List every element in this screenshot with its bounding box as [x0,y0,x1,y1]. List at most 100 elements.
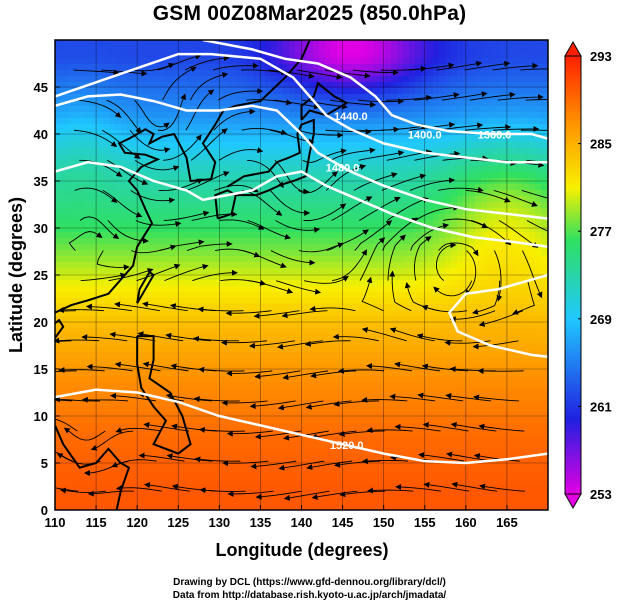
heat-cell [421,160,428,167]
heat-cell [79,100,86,107]
heat-cell [67,226,74,233]
heat-cell [289,136,296,143]
heat-cell [199,76,206,83]
heat-cell [295,166,302,173]
heat-cell [121,424,128,431]
heat-cell [61,334,68,341]
heat-cell [331,298,338,305]
heat-cell [73,304,80,311]
heat-cell [127,328,134,335]
heat-cell [331,268,338,275]
heat-cell [61,448,68,455]
heat-cell [163,262,170,269]
heat-cell [331,376,338,383]
heat-cell [61,82,68,89]
heat-cell [97,250,104,257]
heat-cell [55,184,62,191]
heat-cell [91,358,98,365]
heat-cell [307,334,314,341]
heat-cell [391,364,398,371]
heat-cell [85,508,92,510]
heat-cell [115,190,122,197]
heat-cell [313,346,320,353]
heat-cell [79,184,86,191]
heat-cell [151,478,158,485]
heat-cell [241,502,248,509]
heat-cell [385,154,392,161]
heat-cell [91,268,98,275]
heat-cell [73,232,80,239]
heat-cell [217,352,224,359]
heat-cell [259,334,266,341]
heat-cell [127,322,134,329]
heat-cell [337,328,344,335]
heat-cell [373,286,380,293]
heat-cell [61,280,68,287]
heat-cell [97,256,104,263]
heat-cell [349,184,356,191]
heat-cell [103,100,110,107]
heat-cell [217,244,224,251]
heat-cell [415,208,422,215]
heat-cell [427,328,434,335]
heat-cell [97,508,104,510]
heat-cell [199,70,206,77]
heat-cell [343,64,350,71]
heat-cell [361,412,368,419]
heat-cell [433,88,440,95]
heat-cell [193,262,200,269]
heat-cell [55,436,62,443]
heat-cell [79,430,86,437]
heat-cell [313,172,320,179]
heat-cell [427,112,434,119]
heat-cell [277,256,284,263]
heat-cell [163,322,170,329]
heat-cell [361,76,368,83]
heat-cell [403,502,410,509]
heat-cell [301,256,308,263]
heat-cell [313,400,320,407]
heat-cell [73,202,80,209]
heat-cell [109,424,116,431]
heat-cell [157,202,164,209]
heat-cell [283,58,290,65]
heat-cell [103,166,110,173]
heat-cell [379,202,386,209]
heat-cell [313,130,320,137]
heat-cell [151,184,158,191]
heat-cell [301,430,308,437]
heat-cell [103,496,110,503]
heat-cell [229,442,236,449]
heat-cell [55,478,62,485]
heat-cell [145,340,152,347]
heat-cell [313,298,320,305]
heat-cell [211,112,218,119]
heat-cell [181,154,188,161]
heat-cell [427,358,434,365]
heat-cell [181,190,188,197]
heat-cell [391,40,398,47]
heat-cell [397,196,404,203]
heat-cell [181,436,188,443]
heat-cell [121,250,128,257]
heat-cell [193,70,200,77]
heat-cell [199,112,206,119]
heat-cell [409,454,416,461]
heat-cell [403,328,410,335]
heat-cell [121,40,128,47]
heat-cell [265,364,272,371]
heat-cell [55,94,62,101]
heat-cell [427,58,434,65]
heat-cell [259,256,266,263]
heat-cell [133,262,140,269]
heat-cell [145,244,152,251]
heat-cell [373,382,380,389]
heat-cell [199,292,206,299]
heat-cell [361,100,368,107]
heat-cell [355,430,362,437]
heat-cell [163,478,170,485]
heat-cell [325,436,332,443]
heat-cell [259,196,266,203]
heat-cell [361,322,368,329]
heat-cell [73,382,80,389]
